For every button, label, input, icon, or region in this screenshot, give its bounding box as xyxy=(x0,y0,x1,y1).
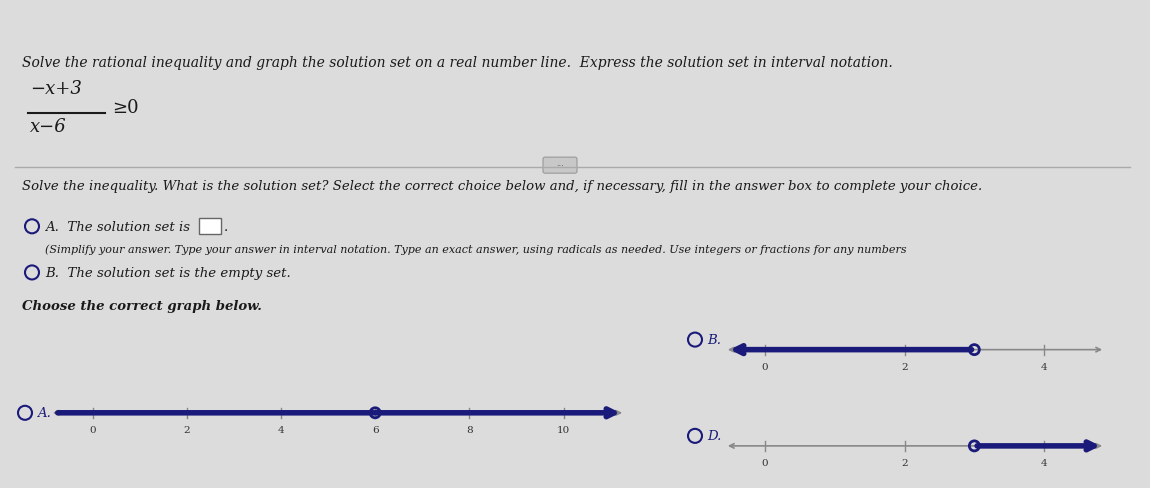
Text: B.: B. xyxy=(707,333,721,346)
Text: 2: 2 xyxy=(184,425,190,434)
Text: 0: 0 xyxy=(761,458,768,467)
Text: B.  The solution set is the empty set.: B. The solution set is the empty set. xyxy=(45,266,291,279)
Text: 2: 2 xyxy=(902,458,907,467)
Text: 4: 4 xyxy=(1041,458,1048,467)
FancyBboxPatch shape xyxy=(543,158,577,174)
Text: 8: 8 xyxy=(466,425,473,434)
Text: 4: 4 xyxy=(277,425,284,434)
Text: ≥0: ≥0 xyxy=(112,99,139,117)
Text: D.: D. xyxy=(707,429,721,443)
FancyBboxPatch shape xyxy=(199,219,221,235)
Text: 0: 0 xyxy=(90,425,95,434)
Text: .: . xyxy=(224,221,228,233)
Text: 2: 2 xyxy=(902,362,907,371)
Text: A.: A. xyxy=(37,407,51,420)
Text: A.  The solution set is: A. The solution set is xyxy=(45,221,190,233)
Text: Solve the inequality. What is the solution set? Select the correct choice below : Solve the inequality. What is the soluti… xyxy=(22,180,982,193)
Text: (Simplify your answer. Type your answer in interval notation. Type an exact answ: (Simplify your answer. Type your answer … xyxy=(45,244,906,254)
Text: −x+3: −x+3 xyxy=(30,80,82,98)
Text: 6: 6 xyxy=(371,425,378,434)
Text: 4: 4 xyxy=(1041,362,1048,371)
Text: ···: ··· xyxy=(557,162,564,170)
Text: x−6: x−6 xyxy=(30,118,67,136)
Text: 10: 10 xyxy=(557,425,570,434)
Text: 0: 0 xyxy=(761,362,768,371)
Text: Solve the rational inequality and graph the solution set on a real number line. : Solve the rational inequality and graph … xyxy=(22,56,892,70)
Text: Choose the correct graph below.: Choose the correct graph below. xyxy=(22,300,262,313)
